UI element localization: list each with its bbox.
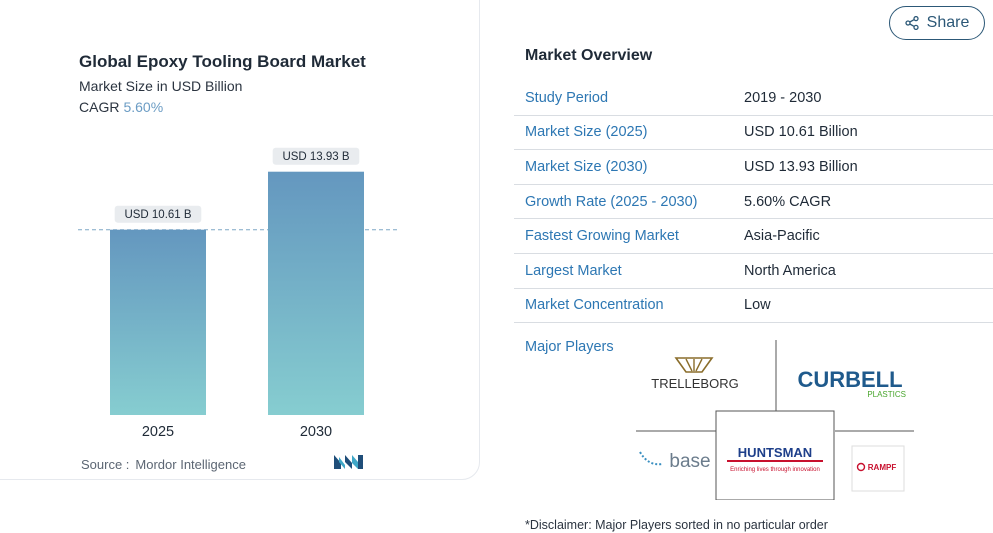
mordor-logo-icon bbox=[334, 455, 363, 469]
bar-2030 bbox=[268, 171, 364, 415]
overview-row-value: Asia-Pacific bbox=[744, 228, 820, 245]
overview-row-label[interactable]: Market Concentration bbox=[525, 297, 664, 314]
overview-row: Fastest Growing Market Asia-Pacific bbox=[514, 219, 993, 254]
source-label: Source : bbox=[81, 457, 130, 472]
base-name: base bbox=[669, 451, 710, 472]
overview-row-value: Low bbox=[744, 297, 771, 314]
curbell-sub: PLASTICS bbox=[867, 390, 906, 399]
chart-card bbox=[0, 0, 480, 480]
cagr-label: CAGR bbox=[79, 99, 120, 115]
chart-title: Global Epoxy Tooling Board Market bbox=[79, 52, 366, 71]
overview-row: Growth Rate (2025 - 2030) 5.60% CAGR bbox=[514, 185, 993, 220]
disclaimer: *Disclaimer: Major Players sorted in no … bbox=[525, 518, 828, 532]
base-logo: base bbox=[639, 451, 711, 472]
data-label: USD 13.93 B bbox=[282, 151, 349, 163]
overview-row: Market Concentration Low bbox=[514, 289, 993, 324]
huntsman-tagline: Enriching lives through innovation bbox=[730, 467, 820, 473]
curbell-logo: CURBELL PLASTICS bbox=[797, 367, 906, 399]
trelleborg-name: TRELLEBORG bbox=[651, 376, 738, 391]
overview-row-value: North America bbox=[744, 262, 836, 279]
overview-row-value: USD 10.61 Billion bbox=[744, 124, 858, 141]
bar-chart: USD 10.61 B 2025 USD 13.93 B 2030 bbox=[78, 147, 398, 440]
data-label-bg bbox=[272, 147, 360, 165]
overview-row-label[interactable]: Growth Rate (2025 - 2030) bbox=[525, 193, 698, 210]
trelleborg-logo: TRELLEBORG bbox=[651, 357, 739, 391]
overview-table: Study Period 2019 - 2030 Market Size (2025… bbox=[514, 81, 993, 324]
major-players-logos: TRELLEBORG CURBELL PLASTICS base HUNTSMA… bbox=[636, 340, 914, 500]
overview-row-label[interactable]: Market Size (2030) bbox=[525, 158, 648, 175]
bar-2025 bbox=[110, 229, 206, 415]
chart-subtitle: Market Size in USD Billion bbox=[79, 78, 243, 94]
overview-row-label[interactable]: Study Period bbox=[525, 89, 609, 106]
category-label: 2025 bbox=[142, 424, 174, 440]
category-label: 2030 bbox=[300, 424, 332, 440]
data-label-bg bbox=[114, 205, 202, 223]
major-players-label: Major Players bbox=[525, 339, 614, 355]
overview-row-label[interactable]: Largest Market bbox=[525, 262, 622, 279]
huntsman-name: HUNTSMAN bbox=[738, 445, 812, 460]
overview-row: Largest Market North America bbox=[514, 254, 993, 289]
source-value: Mordor Intelligence bbox=[135, 457, 246, 472]
rampf-name: RAMPF bbox=[868, 463, 897, 472]
rampf-logo: RAMPF bbox=[851, 445, 905, 492]
overview-row: Study Period 2019 - 2030 bbox=[514, 81, 993, 116]
overview-title: Market Overview bbox=[525, 47, 653, 64]
overview-row-label[interactable]: Fastest Growing Market bbox=[525, 228, 679, 245]
huntsman-logo: HUNTSMAN Enriching lives through innovat… bbox=[727, 445, 823, 473]
chart-cagr: CAGR 5.60% bbox=[79, 99, 163, 115]
overview-row-value: USD 13.93 Billion bbox=[744, 158, 858, 175]
overview-row-label[interactable]: Market Size (2025) bbox=[525, 124, 648, 141]
overview-row: Market Size (2025) USD 10.61 Billion bbox=[514, 116, 993, 151]
share-label: Share bbox=[926, 14, 970, 31]
cagr-value: 5.60% bbox=[123, 99, 164, 115]
overview-row: Market Size (2030) USD 13.93 Billion bbox=[514, 150, 993, 185]
data-label: USD 10.61 B bbox=[124, 209, 191, 221]
share-icon bbox=[904, 16, 919, 30]
players-center-frame bbox=[715, 410, 835, 500]
overview-row-value: 2019 - 2030 bbox=[744, 89, 822, 106]
overview-row-value: 5.60% CAGR bbox=[744, 193, 832, 210]
share-button[interactable]: Share bbox=[889, 6, 985, 40]
curbell-name: CURBELL bbox=[797, 367, 902, 392]
source-line: Source : Mordor Intelligence bbox=[81, 457, 246, 472]
